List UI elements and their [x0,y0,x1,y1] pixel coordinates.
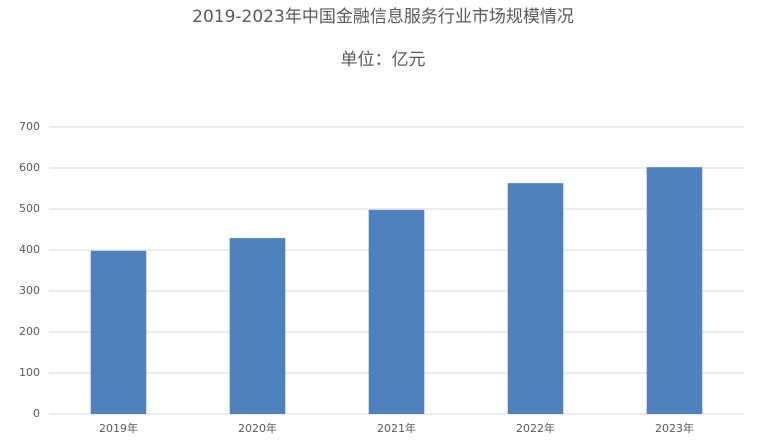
x-tick-label: 2021年 [377,421,416,435]
y-tick-label: 300 [19,284,40,297]
bar [90,250,147,414]
chart-title: 2019-2023年中国金融信息服务行业市场规模情况 [192,7,574,27]
y-tick-label: 100 [19,366,40,379]
y-tick-label: 400 [19,243,40,256]
bar [229,238,286,414]
x-tick-label: 2019年 [99,421,138,435]
bar [646,167,703,414]
x-tick-label: 2022年 [516,421,555,435]
y-tick-label: 700 [19,120,40,133]
y-tick-label: 200 [19,325,40,338]
bar [368,209,425,414]
y-tick-label: 500 [19,202,40,215]
y-tick-label: 0 [33,407,40,420]
chart-subtitle: 单位：亿元 [341,50,426,70]
y-tick-label: 600 [19,161,40,174]
x-tick-label: 2020年 [238,421,277,435]
x-tick-label: 2023年 [655,421,694,435]
bar [507,183,564,414]
